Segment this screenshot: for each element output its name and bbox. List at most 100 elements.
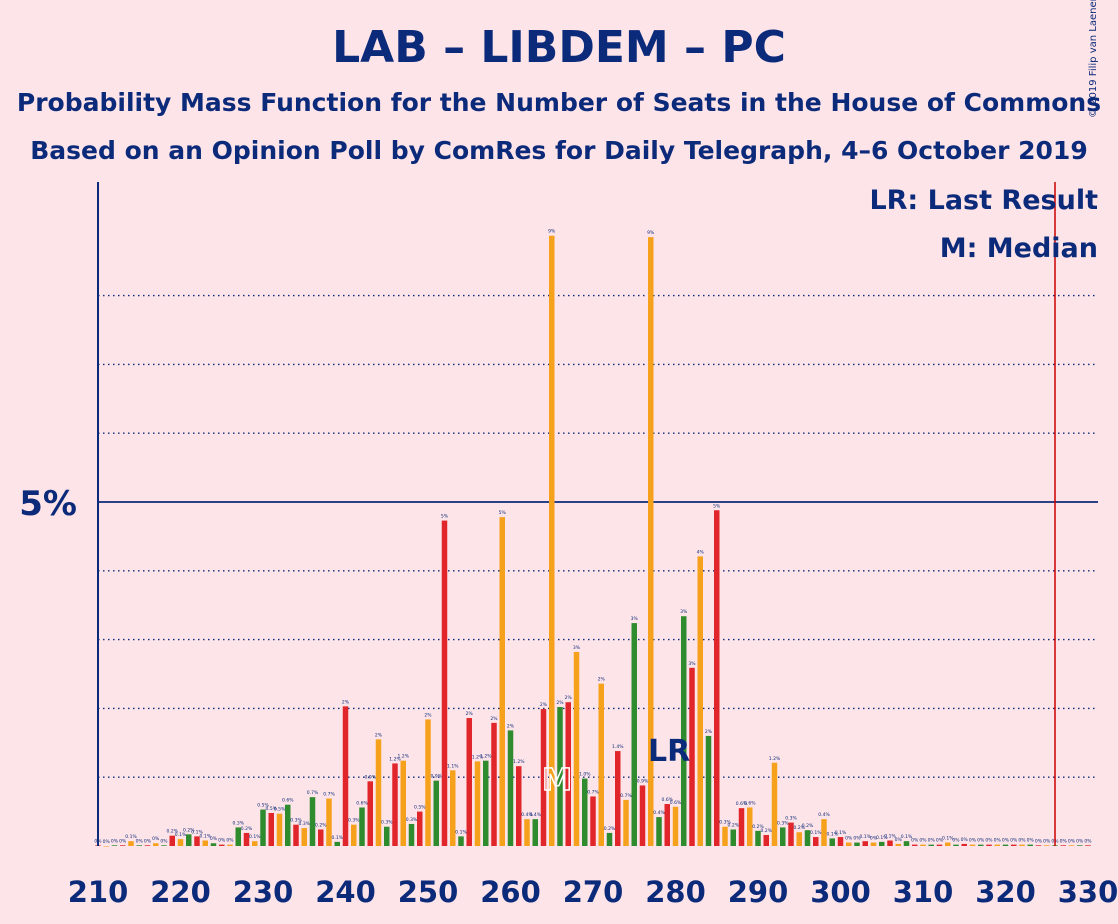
bar-seats-216 (144, 845, 151, 846)
bar-seats-226 (227, 844, 233, 846)
bar-label-seats-264: 2% (540, 702, 548, 708)
bar-label-seats-244: 2% (375, 732, 383, 738)
bar-label-seats-267: 2% (565, 695, 573, 701)
bar-seats-213 (120, 845, 126, 846)
bar-label-seats-261: 1.2% (513, 759, 525, 765)
bar-label-seats-286: 0.3% (719, 820, 731, 826)
legend-group: LR: Last Result M: Median (869, 185, 1098, 264)
bar-seats-322 (1019, 844, 1025, 846)
bar-seats-281 (681, 616, 687, 846)
bar-seats-237 (318, 829, 324, 846)
bar-seats-244 (375, 739, 382, 846)
bar-label-seats-227: 0.3% (233, 820, 245, 826)
bar-label-seats-285: 5% (713, 503, 721, 509)
bar-label-seats-317: 0% (977, 838, 985, 844)
bar-label-seats-218: 0% (160, 838, 168, 844)
median-marker: M (542, 763, 572, 798)
bar-label-seats-212: 0% (111, 838, 119, 844)
bar-label-seats-216: 0% (144, 838, 152, 844)
bar-label-seats-256: 1.2% (472, 754, 484, 760)
bar-seats-211 (103, 846, 109, 847)
bar-seats-301 (846, 842, 852, 846)
bar-seats-325 (1044, 845, 1050, 846)
bar-seats-329 (1077, 845, 1083, 846)
bar-label-seats-319: 0% (994, 838, 1002, 844)
bar-seats-268 (573, 651, 580, 846)
bar-seats-324 (1035, 845, 1042, 846)
bar-label-seats-254: 0.1% (455, 829, 467, 835)
bar-label-seats-299: 0.1% (827, 831, 839, 837)
bar-seats-302 (854, 842, 860, 846)
bar-seats-263 (532, 819, 538, 846)
bar-label-seats-259: 5% (499, 510, 507, 516)
bar-seats-283 (697, 556, 703, 846)
bar-label-seats-298: 0.4% (818, 812, 830, 818)
bar-seats-279 (664, 804, 670, 846)
bar-seats-316 (969, 844, 976, 846)
bar-label-seats-231: 0.5% (266, 806, 278, 812)
legend-last-result: LR: Last Result (869, 185, 1098, 216)
bar-seats-242 (359, 807, 365, 846)
bar-label-seats-314: 0% (952, 838, 960, 844)
x-tick-300: 300 (810, 875, 871, 909)
bar-label-seats-273: 1.4% (612, 744, 624, 750)
bar-label-seats-306: 0.1% (884, 833, 896, 839)
bar-label-seats-211: 0% (103, 839, 111, 845)
bar-seats-321 (1011, 844, 1017, 846)
bar-label-seats-284: 2% (705, 729, 713, 735)
bar-seats-249 (417, 811, 423, 846)
bar-seats-251 (433, 780, 439, 846)
bar-label-seats-323: 0% (1027, 838, 1035, 844)
y-tick-5pct: 5% (19, 484, 77, 524)
x-tick-280: 280 (645, 875, 706, 909)
bar-label-seats-239: 0.1% (332, 835, 344, 841)
bar-seats-254 (458, 836, 464, 846)
bar-label-seats-272: 0.2% (604, 826, 616, 832)
bar-label-seats-313: 0.1% (942, 836, 954, 842)
bar-label-seats-315: 0% (961, 837, 969, 843)
bar-seats-310 (920, 844, 926, 846)
bar-seats-295 (796, 832, 802, 846)
bar-seats-297 (813, 837, 819, 846)
bar-label-seats-279: 0.6% (662, 797, 674, 803)
bar-label-seats-329: 0% (1076, 838, 1084, 844)
bar-label-seats-245: 0.3% (381, 820, 393, 826)
bar-seats-219 (169, 835, 175, 846)
bar-seats-221 (186, 834, 192, 846)
bar-seats-257 (483, 760, 489, 846)
bar-seats-298 (821, 819, 827, 846)
bar-label-seats-243: 0.9% (365, 774, 377, 780)
chart-title: LAB – LIBDEM – PC (332, 22, 786, 73)
bar-label-seats-287: 0.2% (728, 822, 740, 828)
bar-seats-258 (491, 722, 497, 846)
bar-label-seats-294: 0.3% (785, 816, 797, 822)
bar-label-seats-308: 0.1% (901, 834, 913, 840)
bar-label-seats-281: 3% (680, 609, 688, 615)
bar-label-seats-265: 9% (548, 229, 556, 235)
bar-label-seats-270: 0.7% (587, 789, 599, 795)
bar-label-seats-236: 0.7% (307, 790, 319, 796)
bar-label-seats-309: 0% (911, 838, 919, 844)
bar-label-seats-255: 2% (466, 711, 474, 717)
bar-label-seats-283: 4% (697, 549, 705, 555)
bar-label-seats-274: 0.7% (620, 793, 632, 799)
bar-label-seats-305: 0.1% (876, 835, 888, 841)
x-tick-290: 290 (728, 875, 789, 909)
bar-seats-215 (136, 845, 142, 846)
bar-label-seats-290: 0.2% (752, 824, 764, 830)
bar-label-seats-263: 0.4% (530, 812, 542, 818)
bar-seats-236 (309, 797, 316, 846)
bar-label-seats-268: 3% (573, 645, 581, 651)
bar-seats-290 (755, 830, 761, 846)
bar-label-seats-328: 0% (1068, 838, 1076, 844)
bar-seats-315 (961, 843, 967, 846)
bar-seats-246 (392, 763, 398, 846)
bar-label-seats-240: 2% (342, 699, 350, 705)
bar-seats-271 (598, 683, 604, 846)
bar-seats-330 (1085, 845, 1091, 846)
bar-seats-260 (507, 730, 514, 846)
bar-seats-261 (516, 766, 522, 846)
bar-label-seats-213: 0% (119, 838, 127, 844)
bar-seats-248 (408, 823, 415, 846)
bar-label-seats-295: 0.2% (794, 825, 806, 831)
